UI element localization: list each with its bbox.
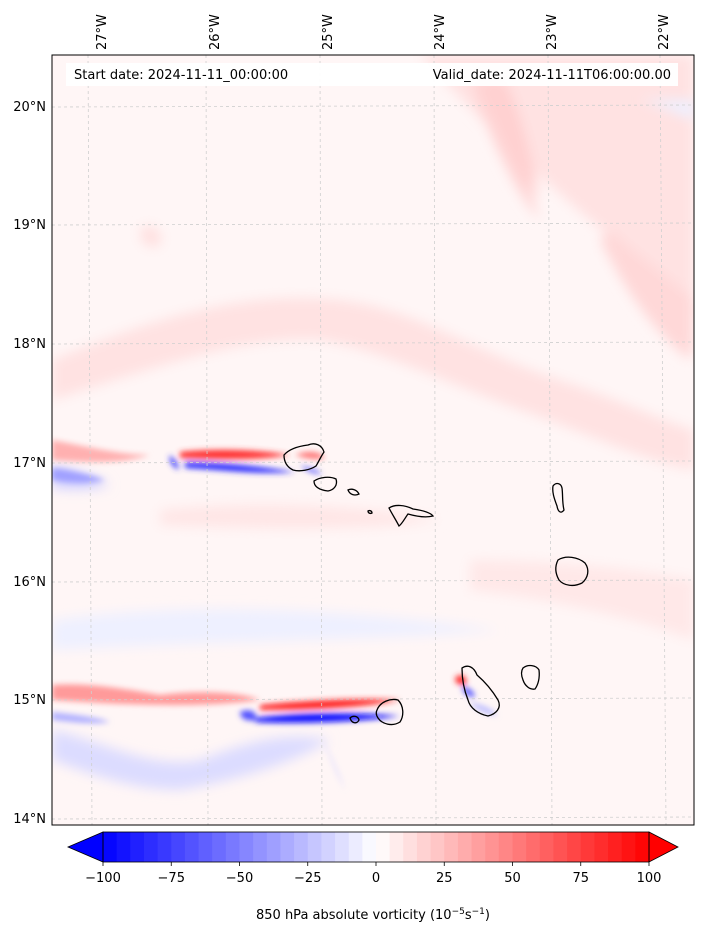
colorbar-segment <box>390 832 404 862</box>
colorbar-segment <box>117 832 131 862</box>
colorbar-segment <box>594 832 608 862</box>
colorbar-tick-label: 100 <box>637 871 662 886</box>
colorbar-tick-label: −75 <box>158 871 185 886</box>
colorbar-segment <box>335 832 349 862</box>
colorbar-segment <box>130 832 144 862</box>
lat-label-15n: 15°N <box>13 693 46 708</box>
lon-label-25w: 25°W <box>321 14 336 50</box>
colorbar-segment <box>185 832 199 862</box>
colorbar-segment <box>403 832 417 862</box>
colorbar-segment <box>212 832 226 862</box>
colorbar-tick-label: 75 <box>572 871 589 886</box>
colorbar-segment <box>635 832 649 862</box>
colorbar-tick-label: −50 <box>226 871 253 886</box>
colorbar-segment <box>540 832 554 862</box>
colorbar-segment <box>485 832 499 862</box>
colorbar-segment <box>553 832 567 862</box>
colorbar-segment <box>267 832 281 862</box>
colorbar-segment <box>280 832 294 862</box>
colorbar-segment <box>458 832 472 862</box>
colorbar-segment <box>103 832 117 862</box>
lon-label-26w: 26°W <box>208 14 223 50</box>
colorbar-segment <box>567 832 581 862</box>
colorbar-segment <box>417 832 431 862</box>
colorbar-segment <box>349 832 363 862</box>
lat-label-14n: 14°N <box>13 812 46 827</box>
colorbar-segment <box>144 832 158 862</box>
vorticity-map-figure: Start date: 2024-11-11_00:00:00 Valid_da… <box>0 0 703 936</box>
colorbar-segment <box>362 832 376 862</box>
colorbar-segment <box>253 832 267 862</box>
colorbar-segment <box>622 832 636 862</box>
colorbar-segment <box>444 832 458 862</box>
colorbar-segment <box>431 832 445 862</box>
colorbar-segments <box>103 832 650 862</box>
colorbar: −100 −75 −50 −25 0 25 50 75 100 850 hPa absolute… <box>68 832 678 923</box>
colorbar-label: 850 hPa absolute vorticity (10−5s−1) <box>256 907 490 923</box>
start-date-label: Start date: 2024-11-11_00:00:00 <box>74 68 288 83</box>
colorbar-segment <box>199 832 213 862</box>
colorbar-segment <box>608 832 622 862</box>
colorbar-segment <box>376 832 390 862</box>
colorbar-segment <box>240 832 254 862</box>
colorbar-segment <box>581 832 595 862</box>
colorbar-segment <box>513 832 527 862</box>
longitude-labels: 27°W 26°W 25°W 24°W 23°W 22°W <box>95 14 672 50</box>
lon-label-27w: 27°W <box>95 14 110 50</box>
colorbar-segment <box>526 832 540 862</box>
lat-label-17n: 17°N <box>13 456 46 471</box>
latitude-labels: 20°N 19°N 18°N 17°N 16°N 15°N 14°N <box>13 100 46 827</box>
lat-label-20n: 20°N <box>13 100 46 115</box>
lon-label-23w: 23°W <box>545 14 560 50</box>
colorbar-segment <box>321 832 335 862</box>
lon-label-24w: 24°W <box>433 14 448 50</box>
colorbar-tick-label: −25 <box>294 871 321 886</box>
colorbar-segment <box>226 832 240 862</box>
colorbar-tick-label: 0 <box>372 871 380 886</box>
colorbar-segment <box>171 832 185 862</box>
colorbar-segment <box>308 832 322 862</box>
colorbar-segment <box>158 832 172 862</box>
lon-label-22w: 22°W <box>657 14 672 50</box>
colorbar-ticks: −100 −75 −50 −25 0 25 50 75 100 <box>85 862 661 886</box>
valid-date-label: Valid_date: 2024-11-11T06:00:00.00 <box>433 68 671 83</box>
lat-label-19n: 19°N <box>13 218 46 233</box>
lat-label-16n: 16°N <box>13 575 46 590</box>
date-info-box: Start date: 2024-11-11_00:00:00 Valid_da… <box>66 63 678 86</box>
colorbar-segment <box>472 832 486 862</box>
colorbar-tick-label: −100 <box>85 871 121 886</box>
lat-label-18n: 18°N <box>13 337 46 352</box>
colorbar-tick-label: 50 <box>504 871 521 886</box>
colorbar-extend-high <box>649 832 678 862</box>
colorbar-extend-low <box>68 832 103 862</box>
map-panel: Start date: 2024-11-11_00:00:00 Valid_da… <box>52 55 694 825</box>
colorbar-segment <box>499 832 513 862</box>
colorbar-tick-label: 25 <box>436 871 453 886</box>
colorbar-segment <box>294 832 308 862</box>
